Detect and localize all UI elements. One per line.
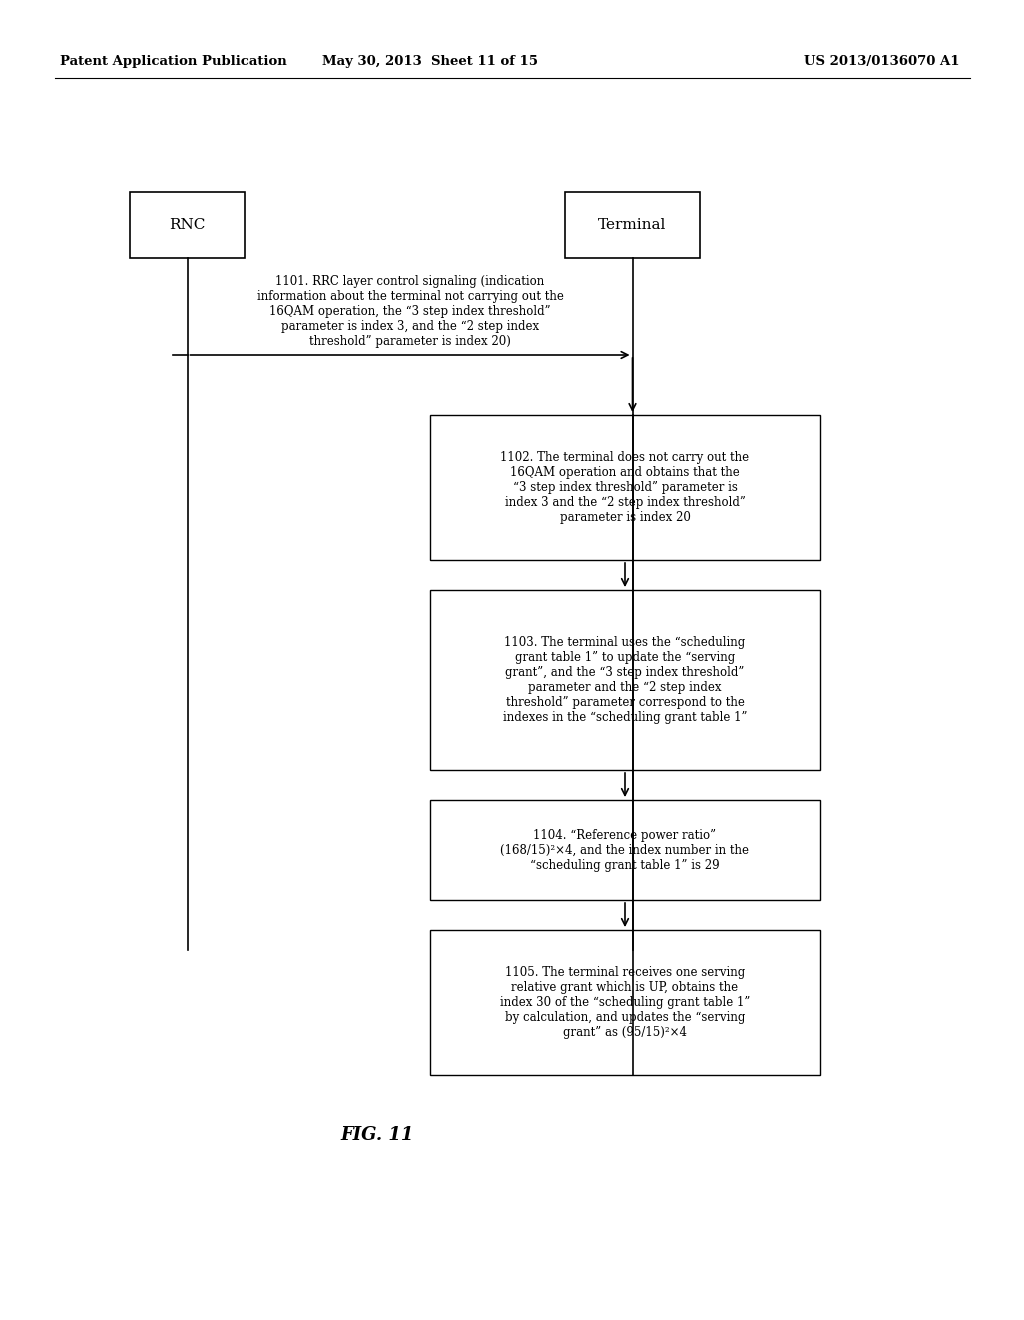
Text: 1105. The terminal receives one serving
relative grant which is UP, obtains the
: 1105. The terminal receives one serving …	[500, 966, 751, 1039]
Bar	[430, 800, 820, 900]
Text: 1104. “Reference power ratio”
(168/15)²×4, and the index number in the
“scheduli: 1104. “Reference power ratio” (168/15)²×…	[501, 829, 750, 871]
Text: FIG. 11: FIG. 11	[340, 1126, 414, 1144]
Text: Terminal: Terminal	[598, 218, 667, 232]
Text: Patent Application Publication: Patent Application Publication	[60, 55, 287, 69]
Text: US 2013/0136070 A1: US 2013/0136070 A1	[805, 55, 961, 69]
Bar	[430, 590, 820, 770]
Bar	[430, 931, 820, 1074]
Bar	[565, 191, 700, 257]
Text: May 30, 2013  Sheet 11 of 15: May 30, 2013 Sheet 11 of 15	[322, 55, 538, 69]
Text: 1103. The terminal uses the “scheduling
grant table 1” to update the “serving
gr: 1103. The terminal uses the “scheduling …	[503, 636, 748, 723]
Text: 1102. The terminal does not carry out the
16QAM operation and obtains that the
“: 1102. The terminal does not carry out th…	[501, 451, 750, 524]
Bar	[130, 191, 245, 257]
Bar	[430, 414, 820, 560]
Text: 1101. RRC layer control signaling (indication
information about the terminal not: 1101. RRC layer control signaling (indic…	[257, 275, 563, 348]
Text: RNC: RNC	[169, 218, 206, 232]
